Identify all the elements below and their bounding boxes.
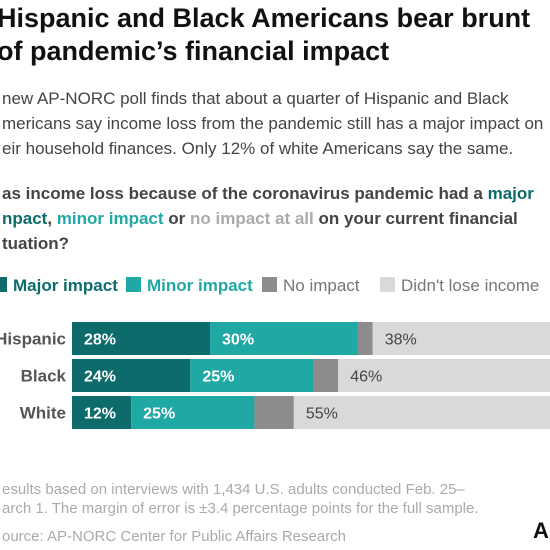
question-part: ,: [47, 209, 56, 228]
subtitle: new AP-NORC poll finds that about a quar…: [2, 89, 509, 108]
logo: AP: [533, 518, 550, 543]
question-part: npact: [2, 209, 48, 228]
bar: [190, 359, 314, 392]
value-label: 46%: [350, 369, 382, 386]
legend-label: Major impact: [13, 276, 118, 295]
question: npact, minor impact or no impact at all …: [2, 209, 518, 228]
legend-label: No impact: [283, 276, 360, 295]
value-label: 25%: [143, 406, 175, 423]
bar: [72, 359, 191, 392]
legend-swatch: [380, 277, 395, 292]
category-label: Black: [21, 367, 67, 386]
title: of pandemic’s financial impact: [0, 36, 389, 66]
bar: [254, 396, 294, 429]
value-label: 25%: [202, 369, 234, 386]
value-label: 28%: [84, 332, 116, 349]
question-part: major: [488, 184, 535, 203]
bar: [72, 322, 211, 355]
bar: [293, 396, 550, 429]
legend-swatch: [262, 277, 277, 292]
bar: [338, 359, 550, 392]
legend-label: Didn't lose income: [401, 276, 539, 295]
question-part: on your current financial: [314, 209, 518, 228]
question: as income loss because of the coronaviru…: [2, 184, 534, 203]
question-part: minor impact: [57, 209, 164, 228]
footnote: arch 1. The margin of error is ±3.4 perc…: [2, 500, 479, 517]
category-label: Hispanic: [0, 330, 66, 349]
bar: [313, 359, 339, 392]
footnote: esults based on interviews with 1,434 U.…: [2, 481, 465, 498]
value-label: 38%: [385, 332, 417, 349]
legend-label: Minor impact: [147, 276, 253, 295]
value-label: 55%: [306, 406, 338, 423]
title: Hispanic and Black Americans bear brunt: [0, 3, 530, 33]
subtitle: eir household finances. Only 12% of whit…: [2, 139, 513, 158]
bar: [131, 396, 255, 429]
bar: [357, 322, 373, 355]
legend-swatch: [0, 277, 7, 292]
question-part: or: [164, 209, 190, 228]
legend-swatch: [126, 277, 141, 292]
value-label: 30%: [222, 332, 254, 349]
question-part: as income loss because of the coronaviru…: [2, 184, 488, 203]
question-part: no impact at all: [190, 209, 314, 228]
bar: [72, 396, 132, 429]
value-label: 24%: [84, 369, 116, 386]
category-label: White: [20, 404, 66, 423]
bar: [210, 322, 358, 355]
value-label: 12%: [84, 406, 116, 423]
question-part: tuation?: [2, 234, 69, 253]
source: ource: AP-NORC Center for Public Affairs…: [2, 528, 346, 545]
subtitle: mericans say income loss from the pandem…: [2, 114, 543, 133]
bar: [372, 322, 550, 355]
question: tuation?: [2, 234, 69, 253]
